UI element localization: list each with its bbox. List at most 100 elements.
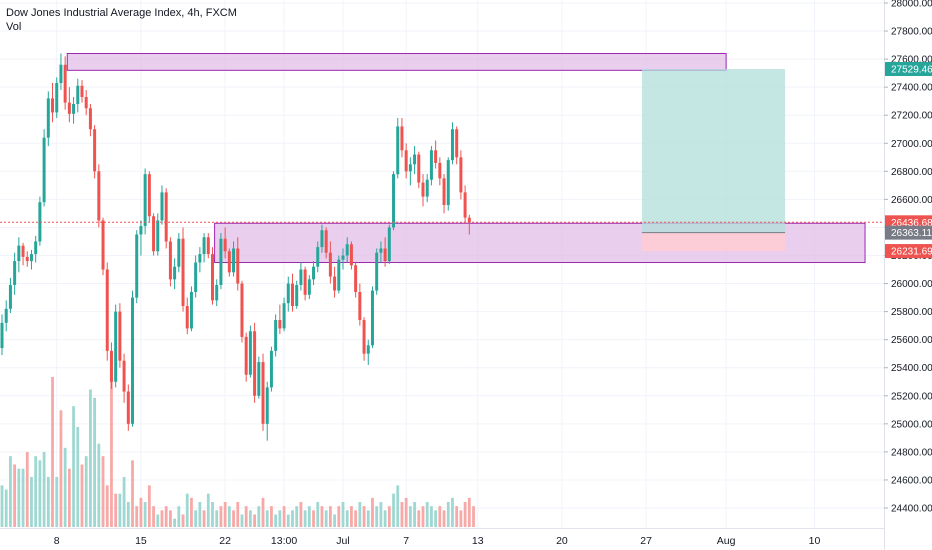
volume-bar <box>160 510 164 527</box>
candle-body <box>328 252 332 277</box>
volume-bar <box>110 381 113 527</box>
volume-bar <box>379 502 383 527</box>
volume-bar <box>387 506 391 527</box>
volume-bar <box>135 506 139 527</box>
volume-bar <box>392 493 395 527</box>
volume-bar <box>434 510 438 527</box>
candle-body <box>253 331 257 396</box>
volume-bar <box>131 460 134 527</box>
candle-body <box>135 234 139 298</box>
candle-body <box>269 350 273 388</box>
candle-body <box>358 291 362 321</box>
volume-bar <box>324 510 328 527</box>
y-tick-label: 26600.00 <box>891 195 932 206</box>
volume-bar <box>257 506 261 527</box>
candle-body <box>152 216 156 252</box>
x-tick-label: 10 <box>809 535 821 547</box>
volume-bar <box>232 510 235 527</box>
y-tick-label: 25400.00 <box>891 363 932 374</box>
candle-body <box>156 220 160 252</box>
profit-zone[interactable] <box>641 69 786 233</box>
candle-body <box>51 98 55 113</box>
price-axis-label-text: 26436.68 <box>891 218 932 229</box>
volume-bar <box>299 502 303 527</box>
volume-bar <box>55 477 59 527</box>
volume-bar <box>177 506 181 527</box>
volume-bar <box>30 477 33 527</box>
volume-bar <box>442 510 446 527</box>
volume-bar <box>366 510 370 527</box>
volume-bar <box>463 502 467 527</box>
volume-bar <box>42 452 46 527</box>
candle-body <box>13 261 17 285</box>
volume-bar <box>328 506 332 527</box>
volume-bar <box>278 510 282 527</box>
candle-body <box>257 362 261 396</box>
volume-bar <box>13 464 17 527</box>
volume-bar <box>320 506 324 527</box>
volume-bar <box>467 497 471 527</box>
volume-bar <box>265 510 269 527</box>
candle-body <box>236 248 240 284</box>
volume-bar <box>295 506 299 527</box>
candle-body <box>118 311 122 361</box>
volume-bar <box>244 506 248 527</box>
candle-body <box>383 248 387 262</box>
candle-body <box>227 251 231 273</box>
x-tick-label: 22 <box>219 535 231 547</box>
candle-body <box>316 247 320 267</box>
loss-zone[interactable] <box>641 232 786 252</box>
volume-bar <box>126 502 130 527</box>
volume-bar <box>101 456 105 527</box>
candle-body <box>34 241 38 255</box>
volume-bar <box>282 506 286 527</box>
candle-body <box>274 320 278 351</box>
volume-bar <box>51 377 54 527</box>
candle-body <box>139 226 143 235</box>
candle-body <box>261 362 265 424</box>
y-tick-label: 26000.00 <box>891 279 932 290</box>
volume-bar <box>371 497 374 527</box>
volume-bar <box>312 510 315 527</box>
volume-bar <box>408 506 412 527</box>
candle-body <box>105 269 109 351</box>
candle-body <box>25 256 29 262</box>
y-tick-label: 24800.00 <box>891 447 932 458</box>
resistance-zone[interactable] <box>66 53 727 71</box>
candle-body <box>446 160 450 205</box>
volume-bar <box>350 506 353 527</box>
candle-body <box>0 322 4 349</box>
volume-bar <box>114 493 118 527</box>
volume-bar <box>202 510 206 527</box>
candle-body <box>404 150 408 172</box>
y-tick-label: 26800.00 <box>891 167 932 178</box>
candle-body <box>307 279 311 295</box>
candle-body <box>463 192 467 218</box>
candle-body <box>185 306 189 329</box>
price-axis-label-text: 26231.69 <box>891 247 932 258</box>
candle-body <box>109 350 113 382</box>
candle-body <box>362 320 366 354</box>
volume-bar <box>383 510 387 527</box>
candle-body <box>46 98 50 138</box>
volume-bar <box>173 518 177 527</box>
volume-bar <box>89 389 92 527</box>
candle-body <box>219 238 223 285</box>
volume-bar <box>400 502 404 527</box>
candle-body <box>248 331 252 375</box>
volume-bar <box>274 514 278 527</box>
x-tick-label: 8 <box>54 535 60 547</box>
candle-body <box>8 284 12 309</box>
volume-bar <box>211 502 214 527</box>
volume-bar <box>72 406 75 527</box>
candle-body <box>400 126 404 151</box>
price-axis-label <box>885 225 932 240</box>
candle-body <box>265 387 269 424</box>
volume-bar <box>286 514 290 527</box>
y-tick-label: 24600.00 <box>891 475 932 486</box>
price-axis-label-text: 26363.11 <box>891 228 932 239</box>
volume-bar <box>316 502 320 527</box>
candle-body <box>429 150 433 180</box>
candle-body <box>93 129 97 172</box>
